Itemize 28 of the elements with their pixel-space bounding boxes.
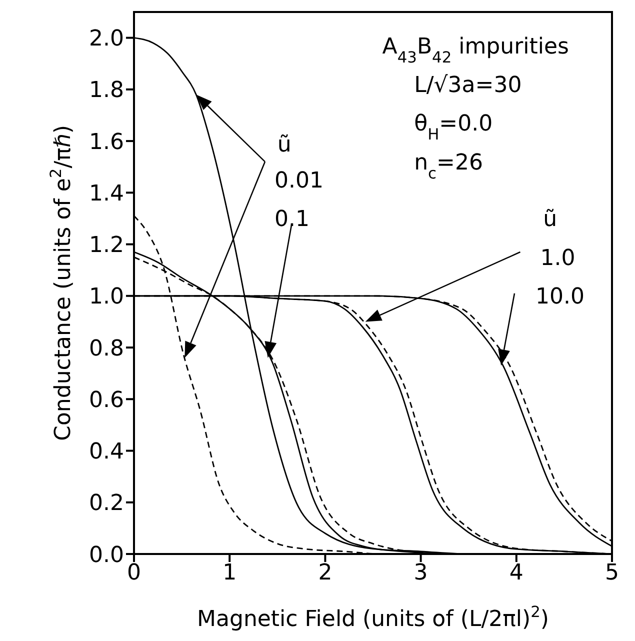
x-axis-title: Magnetic Field (units of (L/2πl)$^{2}$) xyxy=(197,603,549,632)
y-tick-label: 0.0 xyxy=(89,542,124,568)
y-tick-label: 0.6 xyxy=(89,388,124,413)
y-tick-label: 1.8 xyxy=(89,78,124,104)
y-tick-label: 1.0 xyxy=(89,284,124,310)
y-tick-label: 0.8 xyxy=(89,336,124,362)
x-tick-label: 2 xyxy=(318,560,332,586)
y-tick-label: 1.4 xyxy=(89,181,124,206)
annotation: L/√3a=30 xyxy=(414,73,522,98)
annotation: 0.1 xyxy=(274,207,310,232)
y-tick-label: 1.6 xyxy=(89,130,124,155)
x-tick-label: 5 xyxy=(605,560,619,586)
annotation: θ$_{H}$=0.0 xyxy=(414,112,493,144)
y-tick-label: 0.4 xyxy=(89,440,124,465)
x-tick-label: 0 xyxy=(127,560,141,586)
annotation: ũ xyxy=(543,207,558,232)
annotation: n$_{c}$=26 xyxy=(414,150,483,182)
x-tick-label: 4 xyxy=(509,560,524,586)
y-tick-label: 1.2 xyxy=(89,233,124,258)
x-tick-label: 1 xyxy=(222,560,237,586)
annotation: A$_{43}$B$_{42}$ impurities xyxy=(382,34,569,66)
annotation: 0.01 xyxy=(274,168,324,194)
y-tick-label: 0.2 xyxy=(89,491,124,516)
annotation: 1.0 xyxy=(540,246,576,271)
annotation: 10.0 xyxy=(536,284,585,310)
y-tick-label: 2.0 xyxy=(89,26,124,52)
annotation: ũ xyxy=(277,132,292,158)
x-tick-label: 3 xyxy=(414,560,428,586)
